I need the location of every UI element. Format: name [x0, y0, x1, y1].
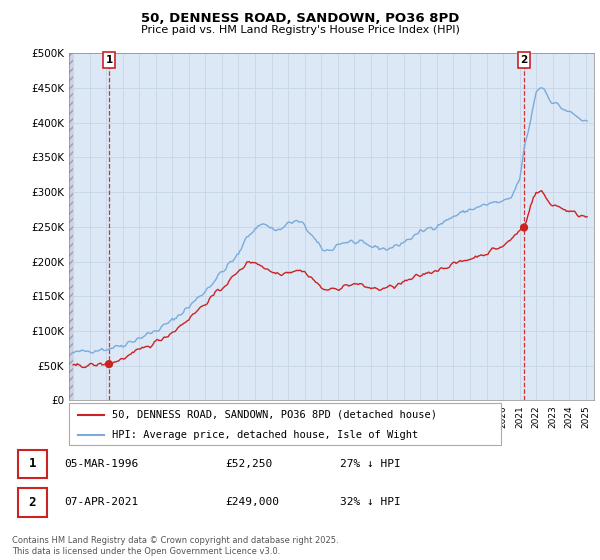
Text: £249,000: £249,000 — [225, 497, 279, 507]
Point — [519, 223, 529, 232]
Bar — [18, 488, 47, 517]
Text: 1: 1 — [106, 55, 113, 65]
Text: 1: 1 — [28, 458, 36, 470]
Text: Contains HM Land Registry data © Crown copyright and database right 2025.
This d: Contains HM Land Registry data © Crown c… — [12, 536, 338, 556]
Text: 05-MAR-1996: 05-MAR-1996 — [64, 459, 138, 469]
Text: 50, DENNESS ROAD, SANDOWN, PO36 8PD: 50, DENNESS ROAD, SANDOWN, PO36 8PD — [141, 12, 459, 25]
Point — [104, 360, 114, 368]
Bar — [18, 450, 47, 478]
Text: 2: 2 — [28, 496, 36, 509]
Text: 32% ↓ HPI: 32% ↓ HPI — [340, 497, 401, 507]
Text: 27% ↓ HPI: 27% ↓ HPI — [340, 459, 401, 469]
Text: 2: 2 — [520, 55, 527, 65]
Text: Price paid vs. HM Land Registry's House Price Index (HPI): Price paid vs. HM Land Registry's House … — [140, 25, 460, 35]
Bar — [69, 53, 73, 400]
Text: £52,250: £52,250 — [225, 459, 272, 469]
Text: HPI: Average price, detached house, Isle of Wight: HPI: Average price, detached house, Isle… — [112, 430, 418, 440]
Text: 50, DENNESS ROAD, SANDOWN, PO36 8PD (detached house): 50, DENNESS ROAD, SANDOWN, PO36 8PD (det… — [112, 410, 437, 420]
Text: 07-APR-2021: 07-APR-2021 — [64, 497, 138, 507]
